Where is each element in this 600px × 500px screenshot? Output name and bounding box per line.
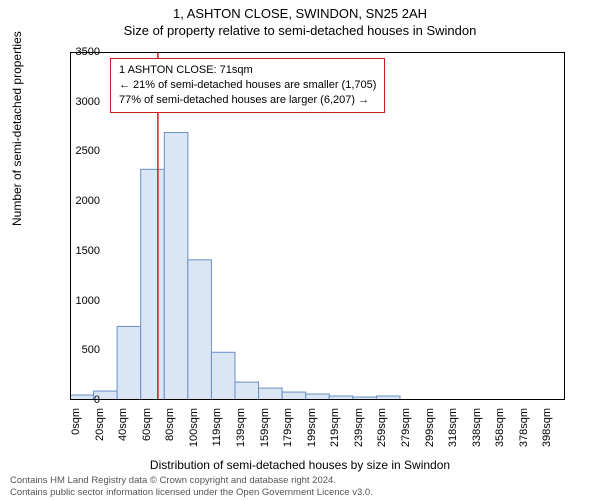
- info-line-1: 1 ASHTON CLOSE: 71sqm: [119, 63, 376, 78]
- x-tick-label: 139sqm: [235, 408, 247, 448]
- footer: Contains HM Land Registry data © Crown c…: [10, 475, 373, 498]
- footer-line-1: Contains HM Land Registry data © Crown c…: [10, 475, 373, 486]
- y-tick-label: 3000: [60, 96, 100, 108]
- x-tick-label: 279sqm: [400, 408, 412, 448]
- info-line-3: 77% of semi-detached houses are larger (…: [119, 93, 376, 108]
- x-tick-label: 358sqm: [494, 408, 506, 448]
- info-line-2: ← 21% of semi-detached houses are smalle…: [119, 78, 376, 93]
- x-tick-label: 100sqm: [188, 408, 200, 448]
- y-tick-label: 2000: [60, 195, 100, 207]
- bar: [141, 169, 165, 400]
- y-tick-label: 2500: [60, 145, 100, 157]
- x-tick-label: 0sqm: [70, 408, 82, 448]
- y-tick-label: 1500: [60, 245, 100, 257]
- chart-area: 1 ASHTON CLOSE: 71sqm ← 21% of semi-deta…: [70, 52, 565, 400]
- x-tick-label: 398sqm: [541, 408, 553, 448]
- bars-group: [70, 133, 400, 400]
- x-tick-label: 40sqm: [117, 408, 129, 448]
- x-tick-label: 199sqm: [306, 408, 318, 448]
- x-tick-label: 378sqm: [518, 408, 530, 448]
- bar: [188, 260, 212, 400]
- y-tick-label: 0: [60, 394, 100, 406]
- info-box: 1 ASHTON CLOSE: 71sqm ← 21% of semi-deta…: [110, 58, 385, 113]
- y-tick-label: 500: [60, 344, 100, 356]
- bar: [164, 133, 188, 400]
- y-tick-label: 1000: [60, 295, 100, 307]
- bar: [259, 388, 283, 400]
- x-tick-label: 119sqm: [211, 408, 223, 448]
- x-tick-label: 159sqm: [259, 408, 271, 448]
- chart-container: 1, ASHTON CLOSE, SWINDON, SN25 2AH Size …: [0, 0, 600, 500]
- x-tick-label: 259sqm: [376, 408, 388, 448]
- chart-title: 1, ASHTON CLOSE, SWINDON, SN25 2AH: [0, 0, 600, 21]
- x-tick-label: 60sqm: [141, 408, 153, 448]
- x-tick-label: 80sqm: [164, 408, 176, 448]
- y-tick-label: 3500: [60, 46, 100, 58]
- chart-subtitle: Size of property relative to semi-detach…: [0, 21, 600, 38]
- x-tick-label: 20sqm: [94, 408, 106, 448]
- x-tick-label: 338sqm: [471, 408, 483, 448]
- x-tick-label: 299sqm: [424, 408, 436, 448]
- bar: [235, 382, 259, 400]
- x-tick-label: 318sqm: [447, 408, 459, 448]
- bar: [282, 392, 306, 400]
- x-tick-label: 239sqm: [353, 408, 365, 448]
- bar: [117, 326, 141, 400]
- footer-line-2: Contains public sector information licen…: [10, 487, 373, 498]
- y-axis-label: Number of semi-detached properties: [10, 31, 24, 226]
- x-axis-label: Distribution of semi-detached houses by …: [0, 458, 600, 472]
- bar: [211, 352, 235, 400]
- x-tick-label: 219sqm: [329, 408, 341, 448]
- x-tick-label: 179sqm: [282, 408, 294, 448]
